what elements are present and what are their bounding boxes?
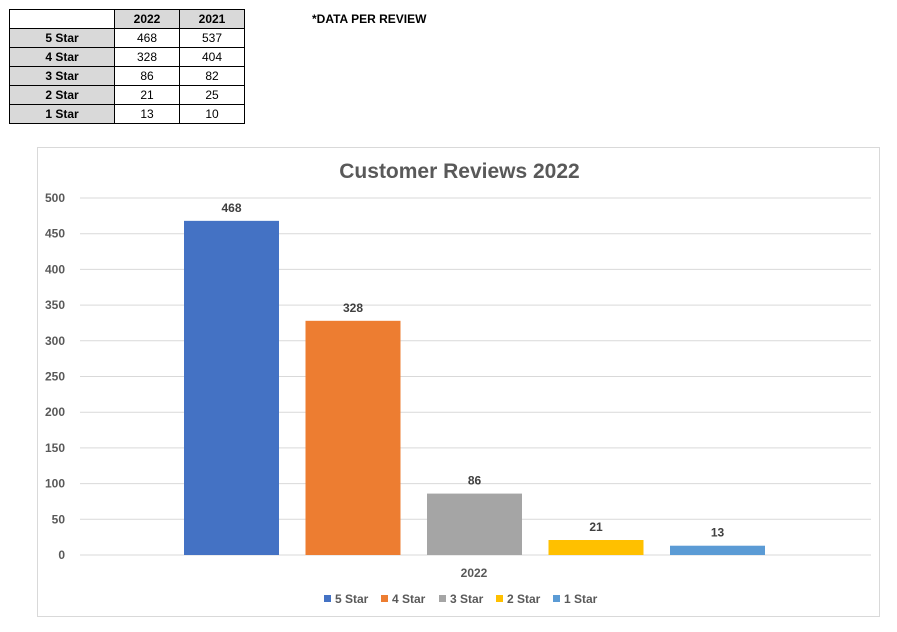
legend-label: 1 Star [564, 592, 598, 606]
bar [548, 540, 644, 555]
table-row: 1 Star 13 10 [9, 104, 245, 124]
table-row: 3 Star 86 82 [9, 66, 245, 86]
chart-title: Customer Reviews 2022 [339, 160, 579, 183]
y-tick-label: 350 [45, 298, 65, 312]
table-header-row: 2022 2021 [9, 9, 245, 29]
table-corner-cell [9, 9, 115, 29]
table-row-header: 3 Star [9, 66, 115, 86]
data-label: 468 [221, 201, 241, 215]
data-label: 328 [343, 301, 363, 315]
table-cell: 10 [179, 104, 245, 124]
table-cell: 82 [179, 66, 245, 86]
table-cell: 404 [179, 47, 245, 67]
table-cell: 21 [114, 85, 180, 105]
y-tick-label: 100 [45, 477, 65, 491]
table-cell: 13 [114, 104, 180, 124]
table-row: 2 Star 21 25 [9, 85, 245, 105]
legend-swatch [496, 595, 503, 602]
legend-label: 2 Star [507, 592, 541, 606]
x-tick-label: 2022 [461, 566, 488, 580]
table-cell: 328 [114, 47, 180, 67]
table-row-header: 5 Star [9, 28, 115, 48]
table-row-header: 4 Star [9, 47, 115, 67]
y-tick-label: 150 [45, 441, 65, 455]
bar [184, 220, 279, 555]
y-tick-label: 200 [45, 405, 65, 419]
table-column-header: 2022 [114, 9, 180, 29]
data-label: 86 [468, 474, 482, 488]
bar-chart: Customer Reviews 2022 0 50 100 150 200 250 300 3… [45, 160, 871, 606]
legend-swatch [381, 595, 388, 602]
y-tick-label: 250 [45, 370, 65, 384]
bar [305, 320, 401, 555]
legend-label: 3 Star [450, 592, 484, 606]
data-label: 21 [589, 520, 603, 534]
y-tick-label: 300 [45, 334, 65, 348]
y-tick-label: 450 [45, 227, 65, 241]
table-cell: 537 [179, 28, 245, 48]
y-tick-label: 50 [52, 512, 66, 526]
table-cell: 86 [114, 66, 180, 86]
bar [670, 545, 765, 555]
legend-label: 4 Star [392, 592, 426, 606]
y-tick-label: 400 [45, 262, 65, 276]
legend-label: 5 Star [335, 592, 369, 606]
y-tick-label: 500 [45, 191, 65, 205]
table-row-header: 2 Star [9, 85, 115, 105]
chart-area: Customer Reviews 2022 0 50 100 150 200 250 300 3… [37, 147, 880, 617]
bar [427, 493, 522, 555]
legend-swatch [324, 595, 331, 602]
table-cell: 468 [114, 28, 180, 48]
table-column-header: 2021 [179, 9, 245, 29]
table-row: 5 Star 468 537 [9, 28, 245, 48]
table-cell: 25 [179, 85, 245, 105]
y-tick-label: 0 [58, 548, 65, 562]
table-row-header: 1 Star [9, 104, 115, 124]
legend-swatch [439, 595, 446, 602]
legend-swatch [553, 595, 560, 602]
data-label: 13 [711, 526, 725, 540]
table-row: 4 Star 328 404 [9, 47, 245, 67]
data-table: 2022 2021 5 Star 468 537 4 Star 328 404 … [9, 9, 245, 124]
data-note: *DATA PER REVIEW [312, 12, 427, 26]
